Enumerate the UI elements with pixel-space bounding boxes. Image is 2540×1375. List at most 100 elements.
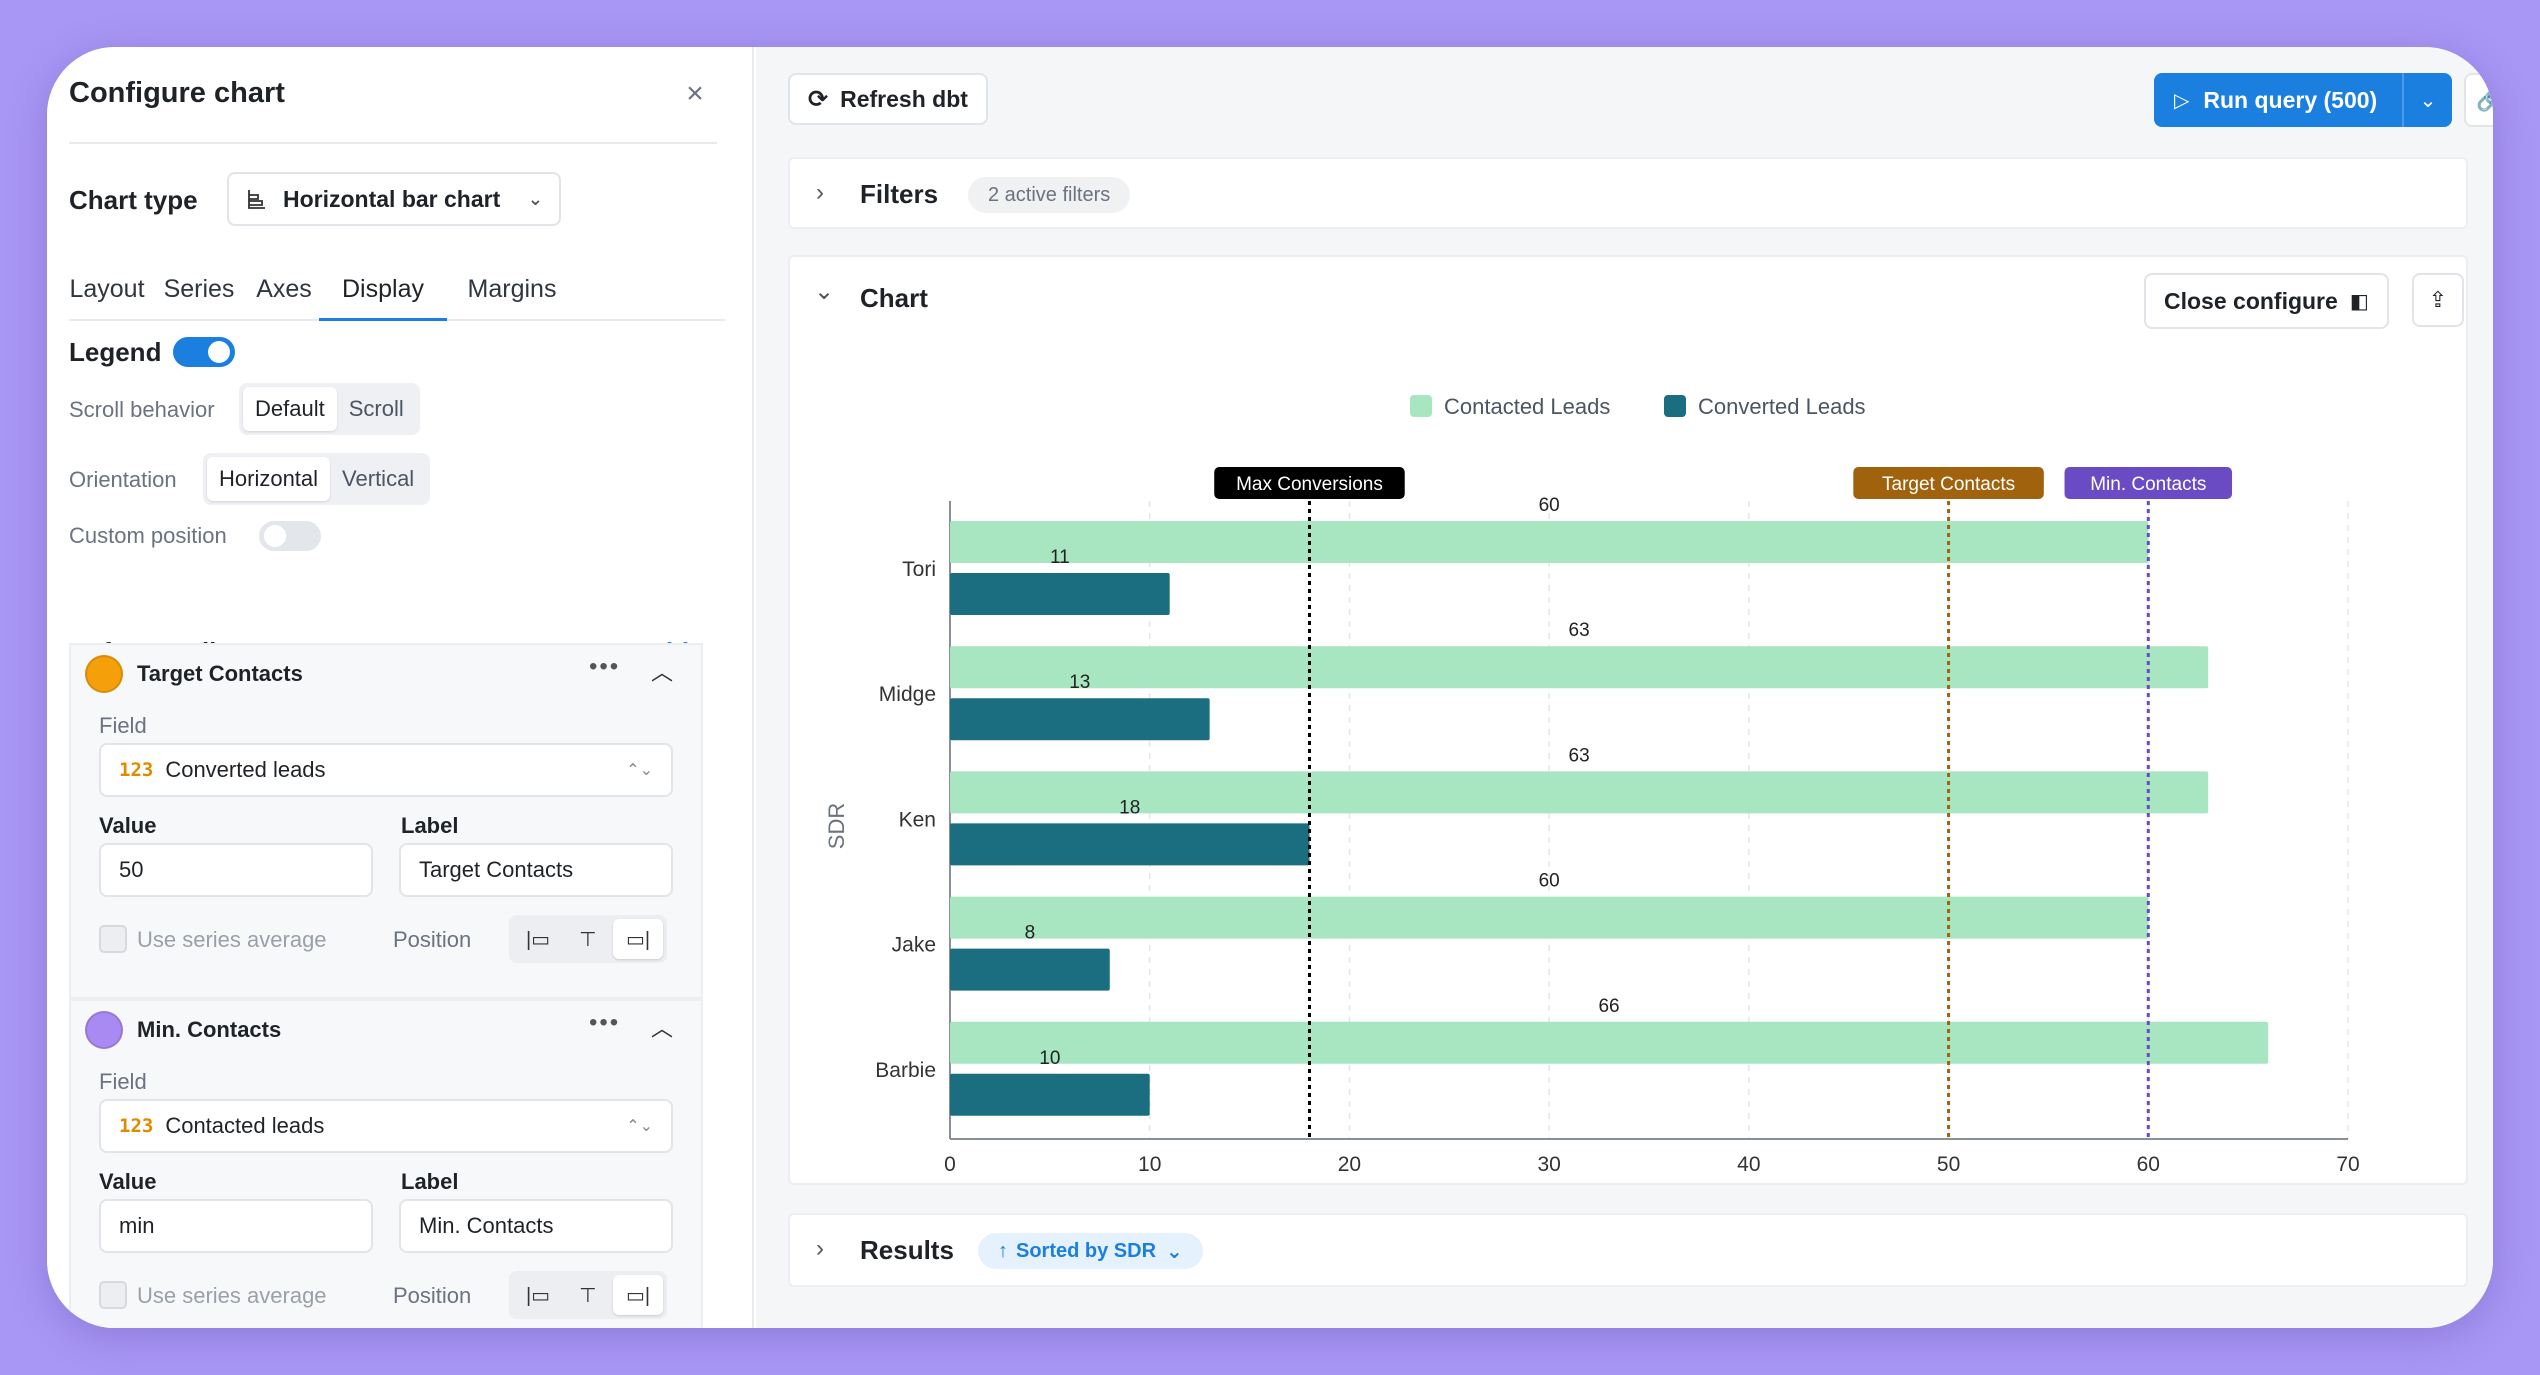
close-icon[interactable]: × [686,77,704,110]
chart-title: Chart [860,283,928,313]
color-swatch[interactable] [85,655,123,693]
x-tick-label: 40 [1737,1153,1760,1176]
chevron-right-icon[interactable]: › [816,1235,824,1262]
position-start-icon[interactable]: |▭ [525,1284,551,1307]
tab-layout[interactable]: Layout [69,275,145,303]
data-label: 63 [1569,745,1590,766]
refresh-dbt-button[interactable]: ⟳ Refresh dbt [788,73,988,125]
reference-line-card: Min. Contacts ••• ︿ Field 123 Contacted … [69,999,703,1328]
value-input[interactable]: min [99,1199,373,1253]
color-swatch[interactable] [85,1011,123,1049]
label-input[interactable]: Min. Contacts [399,1199,673,1253]
y-axis-title: SDR [824,803,849,849]
chart-type-select[interactable]: Horizontal bar chart ⌄ [227,172,561,226]
bar [950,646,2209,689]
number-type-icon: 123 [119,759,154,781]
label-label: Label [401,813,459,838]
bar [950,1073,1150,1116]
y-tick-label: Jake [892,934,936,957]
position-top-icon[interactable]: ⊤ [579,1284,597,1307]
chevron-down-icon: ⌄ [527,188,543,209]
sort-badge-label: Sorted by SDR [1016,1239,1157,1262]
label-input[interactable]: Target Contacts [399,843,673,897]
legend-swatch [1410,395,1432,417]
field-value: Converted leads [165,757,326,782]
link-icon[interactable]: 🔗 [2464,73,2493,127]
x-tick-label: 30 [1537,1153,1560,1176]
refresh-icon: ⟳ [808,85,829,113]
chevron-updown-icon: ⌃⌄ [626,1118,653,1135]
app-window: Configure chart × Chart type Horizontal … [47,47,2493,1328]
chevron-right-icon[interactable]: › [816,179,824,206]
position-end-icon[interactable]: ▭| [613,1275,663,1315]
scroll-behavior-label: Scroll behavior [69,397,215,422]
x-tick-label: 50 [1937,1153,1960,1176]
y-tick-label: Tori [902,558,936,581]
bar [950,896,2149,939]
tab-margins[interactable]: Margins [467,275,557,303]
chart-type-value: Horizontal bar chart [283,185,501,212]
position-end-icon[interactable]: ▭| [613,919,663,959]
orientation-option-vertical[interactable]: Vertical [342,466,415,491]
position-start-icon[interactable]: |▭ [525,928,551,951]
panel-title: Configure chart [69,77,285,109]
position-label: Position [393,1283,472,1308]
chevron-up-icon[interactable]: ︿ [651,660,674,685]
reference-line-label: Min. Contacts [2090,474,2206,495]
position-label: Position [393,927,472,952]
scroll-option-default[interactable]: Default [243,387,337,431]
custom-position-toggle[interactable] [259,521,321,551]
filters-card[interactable]: › Filters 2 active filters [788,157,2468,229]
close-configure-button[interactable]: Close configure ◧ [2144,273,2389,329]
share-icon[interactable]: ⇪ [2412,273,2464,327]
horizontal-bar-chart: Tori 60 11 Midge 63 13 Ken 63 18 Jake 60 8 Barbie 66 1… [824,394,2360,1176]
label-label: Label [401,1169,459,1194]
bar [950,771,2209,814]
tab-axes[interactable]: Axes [256,275,312,303]
scroll-option-scroll[interactable]: Scroll [348,396,404,421]
x-tick-label: 0 [944,1153,956,1176]
data-label: 60 [1539,495,1560,516]
field-value: Contacted leads [165,1113,325,1138]
tab-series[interactable]: Series [163,275,235,303]
close-configure-label: Close configure [2164,287,2338,314]
divider [69,142,717,144]
value-input[interactable]: 50 [99,843,373,897]
filters-title: Filters [860,179,939,209]
legend-label: Contacted Leads [1444,394,1610,419]
position-top-icon[interactable]: ⊤ [579,928,597,951]
refresh-dbt-label: Refresh dbt [840,85,968,112]
orientation-option-horizontal[interactable]: Horizontal [207,457,331,501]
use-series-average-checkbox[interactable] [99,925,127,953]
field-select[interactable]: 123 Contacted leads ⌃⌄ [99,1099,673,1153]
use-series-average-label: Use series average [137,927,327,952]
results-card[interactable]: › Results ↑ Sorted by SDR ⌄ [788,1213,2468,1287]
bar [950,573,1170,615]
reference-line-name: Target Contacts [137,661,303,686]
reference-line-card: Target Contacts ••• ︿ Field 123 Converte… [69,643,703,999]
field-select[interactable]: 123 Converted leads ⌃⌄ [99,743,673,797]
chevron-down-icon: ⌄ [1166,1240,1183,1263]
position-segmented: |▭ ⊤ ▭| [509,1271,667,1319]
reference-line-label: Max Conversions [1236,474,1383,495]
chevron-updown-icon: ⌃⌄ [626,762,653,779]
y-tick-label: Ken [899,808,936,831]
data-label: 10 [1039,1048,1060,1069]
run-query-button[interactable]: ▷ Run query (500) [2154,73,2402,127]
chevron-down-icon[interactable]: ⌄ [814,278,835,305]
use-series-average-checkbox[interactable] [99,1281,127,1309]
data-label: 63 [1569,620,1590,641]
chart-type-label: Chart type [69,185,198,215]
use-series-average-label: Use series average [137,1283,327,1308]
legend-swatch [1664,395,1686,417]
chart-card: ⌄ Chart Close configure ◧ ⇪ Tori 60 11 Midg… [788,255,2468,1185]
sort-badge[interactable]: ↑ Sorted by SDR ⌄ [978,1233,1203,1269]
more-icon[interactable]: ••• [589,653,621,680]
tab-display[interactable]: Display [319,265,447,321]
run-options-chevron-icon[interactable]: ⌄ [2402,73,2452,127]
legend-label: Converted Leads [1698,394,1866,419]
chevron-up-icon[interactable]: ︿ [651,1016,674,1041]
more-icon[interactable]: ••• [589,1009,621,1036]
run-query-label: Run query (500) [2203,86,2378,113]
legend-toggle[interactable] [173,337,235,367]
